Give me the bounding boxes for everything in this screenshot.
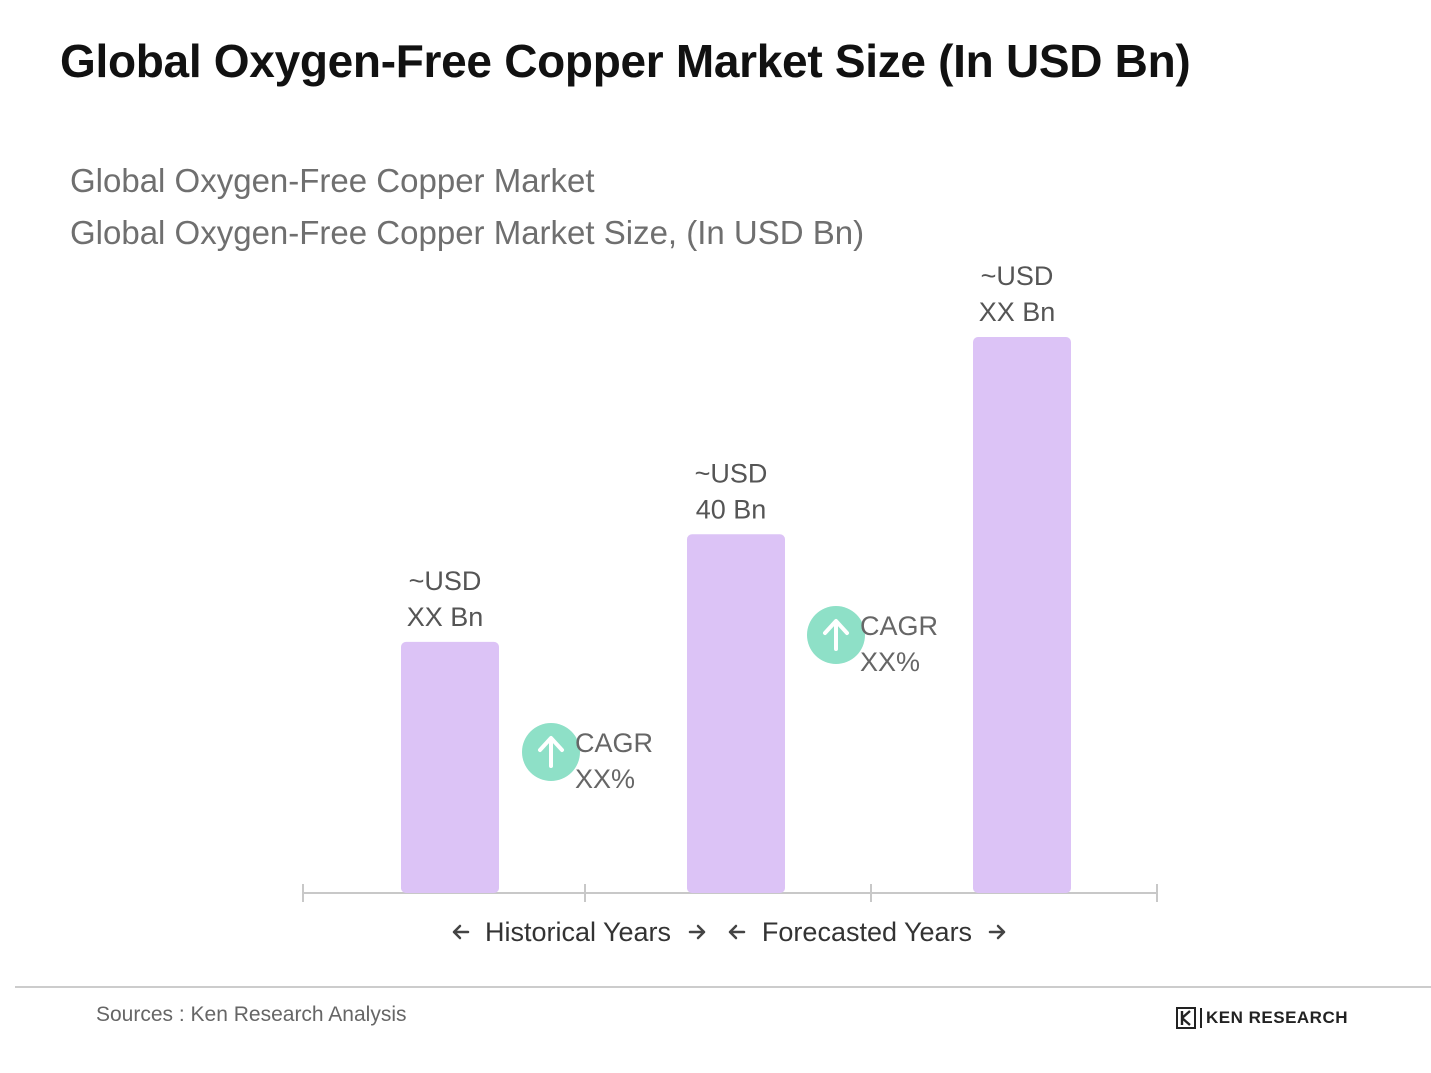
arrow-right-icon-0: [688, 924, 706, 940]
chart-subtitle-2: Global Oxygen-Free Copper Market Size, (…: [70, 214, 865, 251]
cagr-label-0-1: XX%: [575, 764, 635, 794]
bar-1: [687, 534, 785, 893]
bar-label-0-0: ~USD: [409, 566, 482, 596]
cagr-label-1-0: CAGR: [860, 611, 938, 641]
source-note: Sources : Ken Research Analysis: [96, 1003, 407, 1026]
bar-0: [401, 641, 499, 893]
cagr-label-1-1: XX%: [860, 647, 920, 677]
cagr-label-0-0: CAGR: [575, 728, 653, 758]
logo-separator: [1200, 1008, 1202, 1028]
arrow-left-icon-0: [452, 924, 470, 940]
bar-label-1-0: ~USD: [695, 458, 768, 488]
bar-2: [973, 337, 1071, 893]
arrow-up-icon-0: [538, 736, 564, 768]
logo-wordmark: KEN RESEARCH: [1206, 1008, 1349, 1027]
arrow-up-icon-1: [823, 619, 849, 651]
bar-label-2-0: ~USD: [981, 261, 1054, 291]
chart-subtitle-1: Global Oxygen-Free Copper Market: [70, 162, 595, 199]
bar-label-1-1: 40 Bn: [696, 494, 767, 524]
arrow-left-icon-1: [728, 924, 746, 940]
bar-label-0-1: XX Bn: [407, 602, 484, 632]
bar-chart: ~USD XX Bn ~USD 40 Bn ~USD XX Bn CAGR XX% CAGR XX…: [302, 261, 1158, 947]
bar-label-2-1: XX Bn: [979, 297, 1056, 327]
arrow-right-icon-1: [988, 924, 1006, 940]
ken-research-logo-icon: [1176, 1007, 1196, 1029]
ken-research-logo: KEN RESEARCH: [1176, 1006, 1348, 1030]
footer-divider: [15, 986, 1431, 988]
period-label-0: Historical Years: [485, 917, 671, 947]
period-label-1: Forecasted Years: [762, 917, 972, 947]
page-title: Global Oxygen-Free Copper Market Size (I…: [60, 35, 1191, 87]
